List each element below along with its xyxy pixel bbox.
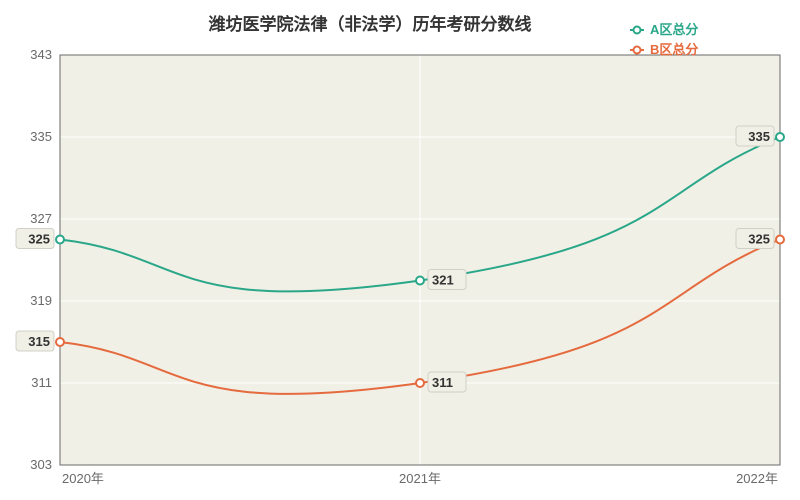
- point-label: 311: [432, 375, 453, 390]
- x-tick-label: 2020年: [62, 471, 104, 486]
- y-tick-label: 311: [31, 375, 52, 390]
- chart-title: 潍坊医学院法律（非法学）历年考研分数线: [209, 14, 532, 34]
- chart-svg: 303 311 319 327 335 343 2020年 2021年 2022年 325 321 3…: [0, 0, 800, 500]
- point-label: 325: [28, 232, 50, 247]
- series-marker: [776, 133, 784, 141]
- y-tick-label: 303: [30, 457, 52, 472]
- y-tick-label: 335: [30, 129, 52, 144]
- legend-label: B区总分: [650, 42, 698, 57]
- series-marker: [56, 338, 64, 346]
- legend-marker: [634, 27, 641, 34]
- legend-label: A区总分: [650, 22, 698, 37]
- point-label: 315: [28, 334, 50, 349]
- series-marker: [416, 277, 424, 285]
- y-tick-label: 327: [30, 211, 52, 226]
- legend-marker: [634, 47, 641, 54]
- point-label: 325: [748, 232, 770, 247]
- series-marker: [416, 379, 424, 387]
- chart-container: 303 311 319 327 335 343 2020年 2021年 2022年 325 321 3…: [0, 0, 800, 500]
- x-tick-label: 2021年: [399, 471, 441, 486]
- point-label: 335: [748, 129, 770, 144]
- series-marker: [56, 236, 64, 244]
- point-label: 321: [432, 273, 454, 288]
- y-tick-label: 319: [30, 293, 52, 308]
- x-tick-label: 2022年: [736, 471, 778, 486]
- series-marker: [776, 236, 784, 244]
- y-tick-label: 343: [30, 47, 52, 62]
